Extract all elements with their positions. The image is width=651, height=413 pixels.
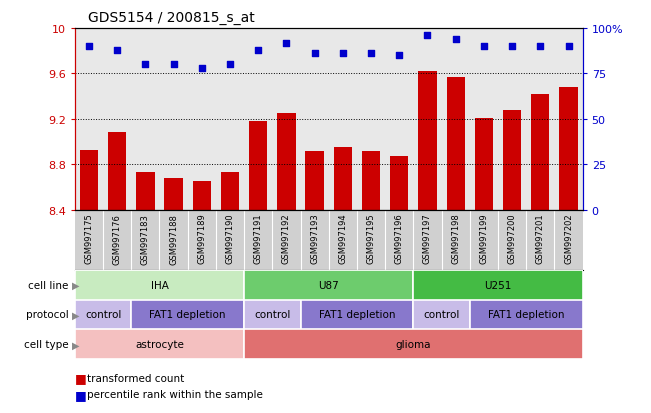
Text: IHA: IHA [150, 280, 169, 290]
Bar [390, 157, 408, 210]
Text: U251: U251 [484, 280, 512, 290]
Text: cell line: cell line [28, 280, 72, 290]
Text: GSM997191: GSM997191 [254, 213, 263, 264]
Text: FAT1 depletion: FAT1 depletion [488, 310, 564, 320]
Text: control: control [254, 310, 290, 320]
Text: FAT1 depletion: FAT1 depletion [319, 310, 395, 320]
Bar [301, 300, 413, 330]
Bar [413, 270, 583, 300]
Text: GSM997195: GSM997195 [367, 213, 376, 264]
Point [563, 44, 574, 50]
Point [169, 62, 179, 69]
Bar [75, 270, 244, 300]
Bar [221, 173, 239, 210]
Text: ■: ■ [75, 388, 90, 401]
Point [197, 66, 207, 72]
Bar [244, 330, 583, 359]
Bar [559, 88, 577, 210]
Point [225, 62, 235, 69]
Bar [244, 300, 301, 330]
Bar [249, 122, 268, 210]
Point [366, 51, 376, 57]
Point [478, 44, 489, 50]
Text: GSM997190: GSM997190 [225, 213, 234, 264]
Bar [447, 78, 465, 210]
Text: GSM997176: GSM997176 [113, 213, 122, 264]
Text: astrocyte: astrocyte [135, 339, 184, 349]
Bar [475, 119, 493, 210]
Bar [277, 114, 296, 210]
Text: percentile rank within the sample: percentile rank within the sample [87, 389, 262, 399]
Bar [334, 148, 352, 210]
Text: GSM997194: GSM997194 [339, 213, 348, 264]
Text: cell type: cell type [23, 339, 72, 349]
Bar [132, 300, 244, 330]
Text: GSM997199: GSM997199 [479, 213, 488, 264]
Point [140, 62, 150, 69]
Point [535, 44, 546, 50]
Text: GSM997196: GSM997196 [395, 213, 404, 264]
Text: GSM997183: GSM997183 [141, 213, 150, 264]
Text: GDS5154 / 200815_s_at: GDS5154 / 200815_s_at [88, 11, 255, 25]
Bar [108, 133, 126, 210]
Text: protocol: protocol [25, 310, 72, 320]
Bar [75, 300, 132, 330]
Point [450, 36, 461, 43]
Text: U87: U87 [318, 280, 339, 290]
Text: control: control [423, 310, 460, 320]
Text: GSM997197: GSM997197 [423, 213, 432, 264]
Point [394, 53, 404, 59]
Text: GSM997189: GSM997189 [197, 213, 206, 264]
Text: FAT1 depletion: FAT1 depletion [150, 310, 226, 320]
Point [253, 47, 264, 54]
Bar [165, 178, 183, 210]
Point [281, 40, 292, 47]
Bar [136, 173, 154, 210]
Point [309, 51, 320, 57]
Text: ▶: ▶ [72, 280, 79, 290]
Text: GSM997188: GSM997188 [169, 213, 178, 264]
Bar [531, 95, 549, 210]
Point [84, 44, 94, 50]
Text: ▶: ▶ [72, 310, 79, 320]
Text: transformed count: transformed count [87, 373, 184, 383]
Bar [193, 182, 211, 210]
Point [422, 33, 433, 40]
Text: control: control [85, 310, 121, 320]
Text: GSM997202: GSM997202 [564, 213, 573, 264]
Bar [419, 72, 437, 210]
Text: GSM997200: GSM997200 [508, 213, 517, 264]
Text: GSM997201: GSM997201 [536, 213, 545, 264]
Point [112, 47, 122, 54]
Text: ▶: ▶ [72, 339, 79, 349]
Bar [413, 300, 470, 330]
Text: glioma: glioma [396, 339, 431, 349]
Bar [503, 111, 521, 210]
Text: GSM997193: GSM997193 [310, 213, 319, 264]
Bar [362, 151, 380, 210]
Bar [80, 150, 98, 210]
Text: GSM997175: GSM997175 [85, 213, 94, 264]
Bar [75, 330, 244, 359]
Text: ■: ■ [75, 371, 90, 385]
Bar [244, 270, 413, 300]
Text: GSM997192: GSM997192 [282, 213, 291, 264]
Point [338, 51, 348, 57]
Text: GSM997198: GSM997198 [451, 213, 460, 264]
Bar [470, 300, 583, 330]
Point [507, 44, 518, 50]
Bar [305, 151, 324, 210]
